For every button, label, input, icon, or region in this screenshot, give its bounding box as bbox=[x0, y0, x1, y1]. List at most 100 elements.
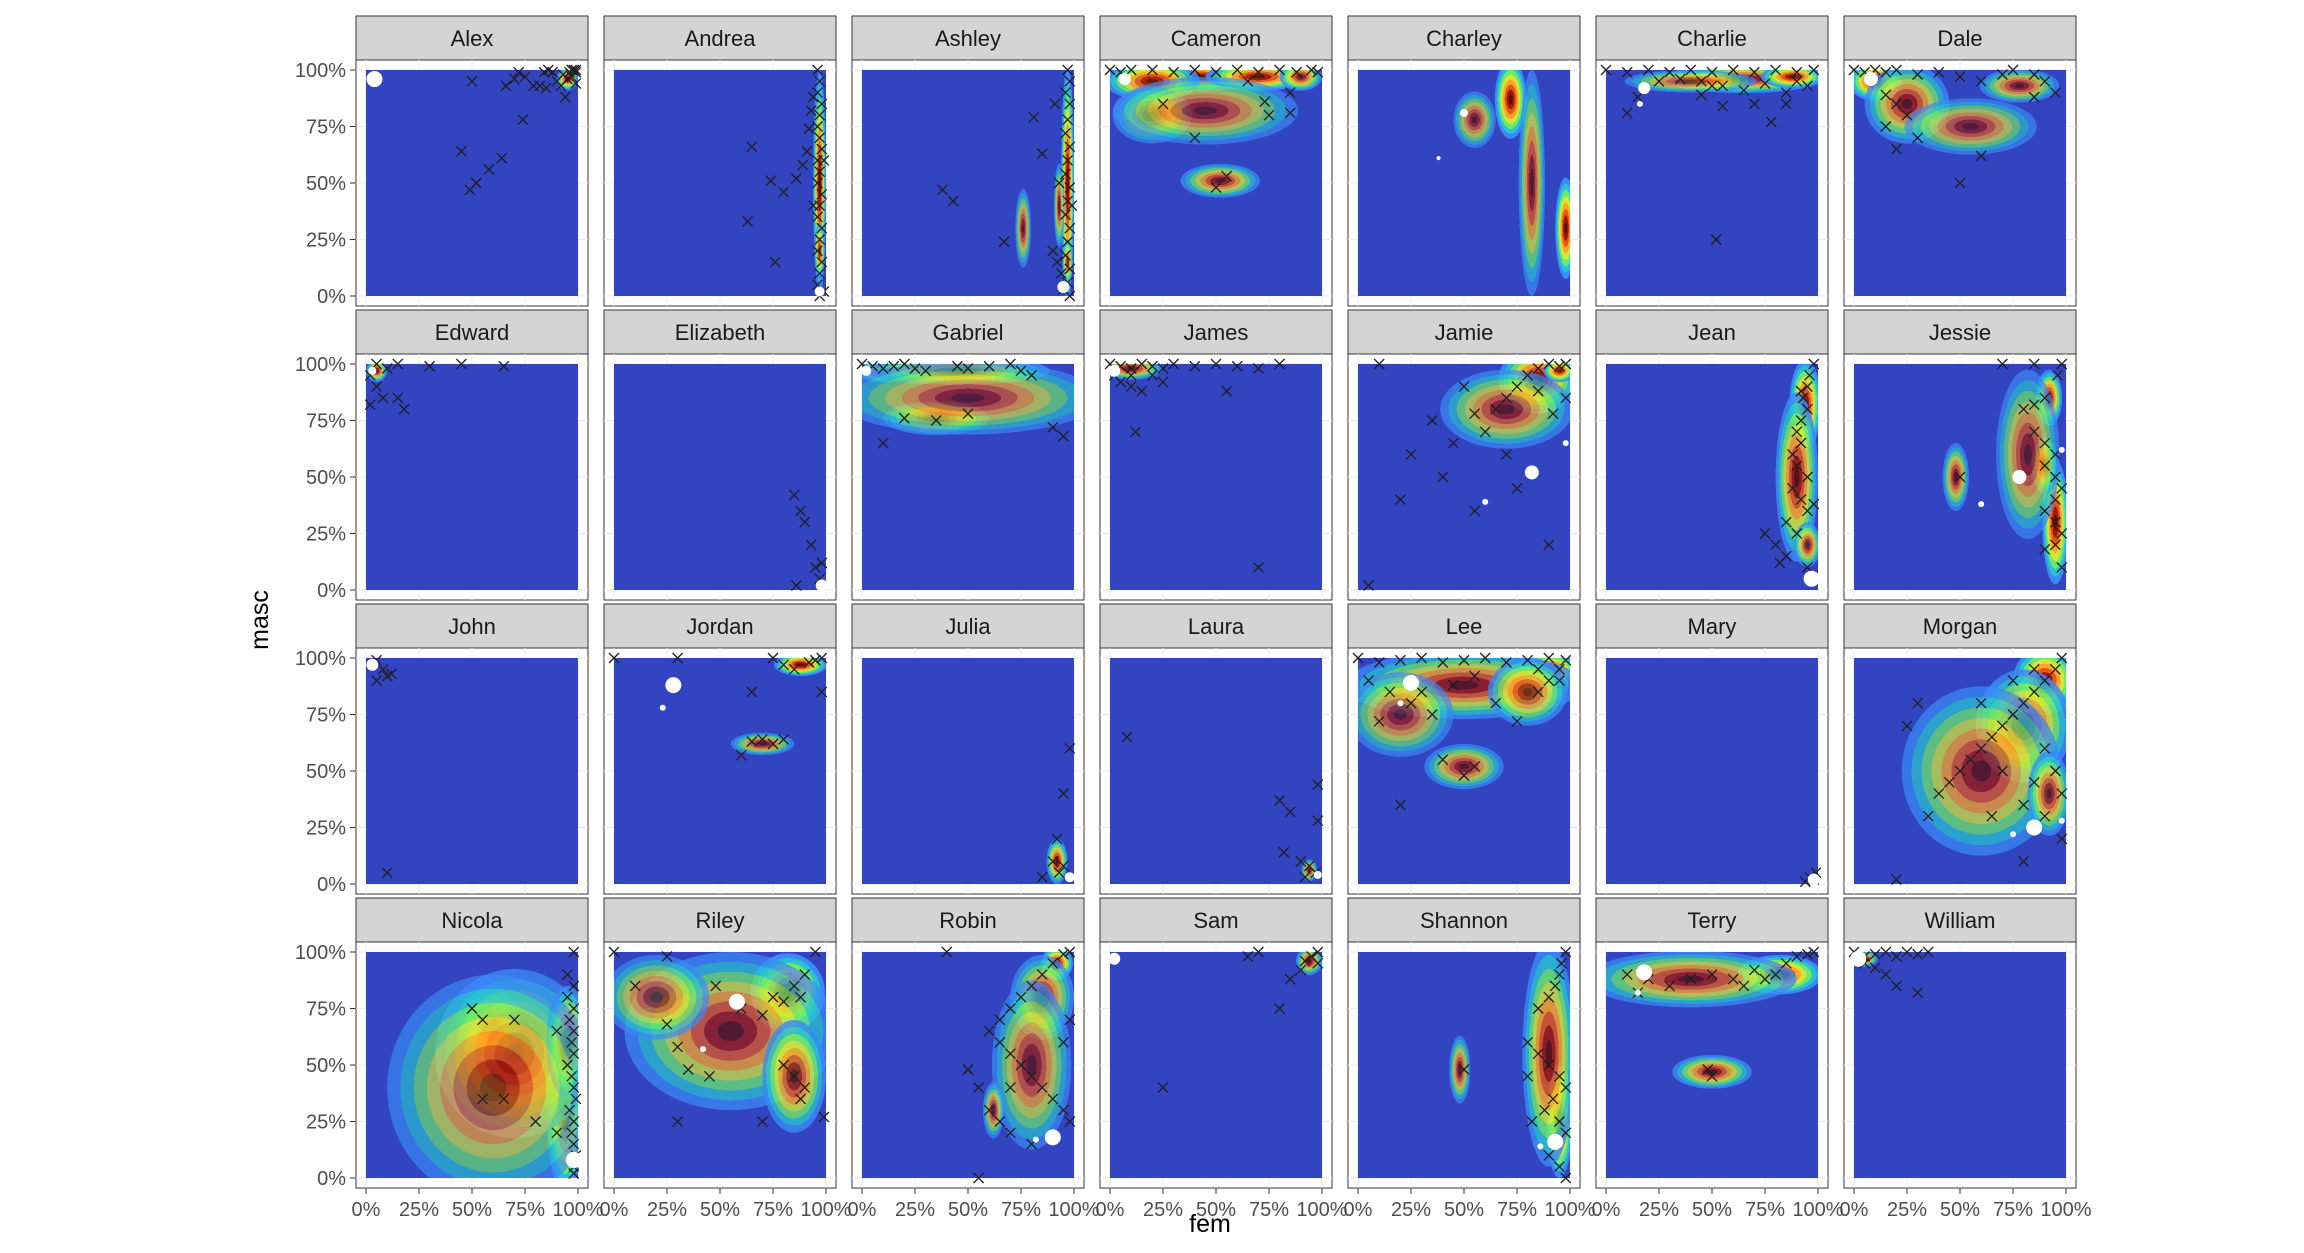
cross-mark bbox=[377, 663, 389, 675]
cross-mark bbox=[1717, 100, 1729, 112]
cross-mark bbox=[1060, 168, 1071, 180]
cross-mark bbox=[1363, 675, 1375, 687]
cross-mark bbox=[2056, 482, 2068, 494]
density-blob bbox=[982, 1081, 1005, 1139]
cross-mark bbox=[1553, 1070, 1565, 1082]
cross-mark bbox=[1189, 64, 1201, 76]
facet-title: James bbox=[1184, 320, 1249, 345]
cross-mark bbox=[608, 652, 620, 664]
cross-mark bbox=[1210, 358, 1222, 370]
facet-ashley: Ashley bbox=[851, 15, 1085, 307]
facet-lee: Lee bbox=[1347, 603, 1581, 895]
cross-mark bbox=[1015, 1059, 1027, 1071]
facet-strip bbox=[1347, 897, 1581, 943]
x-tick-label: 75% bbox=[1745, 1199, 1785, 1221]
cross-mark bbox=[1547, 408, 1559, 420]
cross-mark bbox=[1004, 1048, 1016, 1060]
density-region bbox=[366, 658, 578, 884]
cross-mark bbox=[1780, 87, 1792, 99]
cross-mark bbox=[1532, 663, 1544, 675]
cross-mark bbox=[1469, 408, 1481, 420]
facet-title: Jessie bbox=[1929, 320, 1991, 345]
cross-mark bbox=[818, 1111, 830, 1123]
cross-mark bbox=[371, 381, 383, 393]
white-point bbox=[1108, 952, 1121, 965]
cross-mark bbox=[756, 1116, 768, 1127]
facet-strip bbox=[355, 603, 589, 649]
density-background bbox=[614, 70, 826, 296]
density-blob bbox=[1046, 838, 1068, 884]
cross-mark bbox=[424, 360, 436, 372]
white-point bbox=[1524, 465, 1539, 480]
cross-mark bbox=[799, 1082, 811, 1094]
cross-mark bbox=[551, 1127, 563, 1139]
y-axis-title: masc bbox=[246, 590, 274, 650]
x-tick-label: 0% bbox=[600, 1199, 629, 1221]
cross-mark bbox=[1136, 385, 1148, 397]
cross-mark bbox=[1522, 1036, 1534, 1048]
density-region bbox=[614, 658, 826, 884]
density-region bbox=[1606, 70, 1818, 296]
cross-mark bbox=[1168, 66, 1180, 78]
cross-mark bbox=[735, 749, 747, 761]
cross-mark bbox=[568, 1025, 580, 1037]
cross-mark bbox=[994, 1014, 1006, 1026]
facet-strip bbox=[1595, 897, 1829, 943]
y-tick-label: 50% bbox=[306, 173, 346, 195]
cross-mark bbox=[951, 360, 963, 372]
density-region bbox=[1358, 364, 1570, 590]
white-point bbox=[1032, 1136, 1039, 1143]
cross-mark bbox=[1064, 946, 1076, 958]
cross-mark bbox=[1560, 392, 1572, 404]
white-point bbox=[815, 579, 828, 592]
white-point bbox=[2058, 446, 2065, 453]
facet-james: James bbox=[1099, 309, 1333, 601]
density-region bbox=[1606, 364, 1818, 590]
cross-mark bbox=[1221, 170, 1233, 182]
cross-mark bbox=[1447, 437, 1459, 449]
cross-mark bbox=[1621, 66, 1633, 78]
cross-mark bbox=[1146, 64, 1158, 76]
cross-mark bbox=[756, 733, 768, 745]
cross-mark bbox=[1511, 715, 1523, 727]
cross-mark bbox=[1759, 528, 1771, 539]
cross-mark bbox=[814, 166, 826, 178]
cross-mark bbox=[1780, 98, 1792, 110]
cross-mark bbox=[1706, 66, 1718, 78]
cross-mark bbox=[1975, 150, 1987, 162]
cross-mark bbox=[1062, 114, 1074, 126]
facet-jean: Jean bbox=[1595, 309, 1829, 601]
white-point bbox=[1634, 989, 1641, 996]
facet-title: Gabriel bbox=[933, 320, 1004, 345]
cross-mark bbox=[1036, 1082, 1048, 1094]
density-blob bbox=[1487, 658, 1568, 726]
cross-mark bbox=[568, 1003, 580, 1014]
cross-mark bbox=[1912, 697, 1924, 709]
facet-strip bbox=[1843, 897, 2077, 943]
cross-mark bbox=[814, 132, 826, 144]
cross-mark bbox=[973, 1082, 985, 1094]
density-background bbox=[1110, 364, 1322, 590]
cross-mark bbox=[1553, 663, 1565, 675]
cross-mark bbox=[1426, 709, 1438, 720]
cross-mark bbox=[1543, 652, 1555, 664]
facet-strip bbox=[1099, 897, 1333, 943]
facet-title: Nicola bbox=[441, 908, 503, 933]
x-tick-label: 25% bbox=[1391, 1199, 1431, 1221]
cross-mark bbox=[2018, 799, 2030, 811]
cross-mark bbox=[1975, 742, 1987, 754]
cross-mark bbox=[814, 267, 826, 279]
white-point bbox=[1863, 72, 1878, 87]
cross-mark bbox=[778, 733, 790, 745]
white-point bbox=[1057, 280, 1070, 293]
white-point bbox=[1044, 1129, 1061, 1146]
facet-title: Charley bbox=[1426, 26, 1502, 51]
facet-title: William bbox=[1925, 908, 1996, 933]
cross-mark bbox=[994, 1036, 1006, 1048]
facet-elizabeth: Elizabeth bbox=[603, 309, 837, 601]
cross-mark bbox=[1890, 980, 1902, 992]
cross-mark bbox=[1547, 1093, 1559, 1105]
cross-mark bbox=[1284, 806, 1296, 818]
